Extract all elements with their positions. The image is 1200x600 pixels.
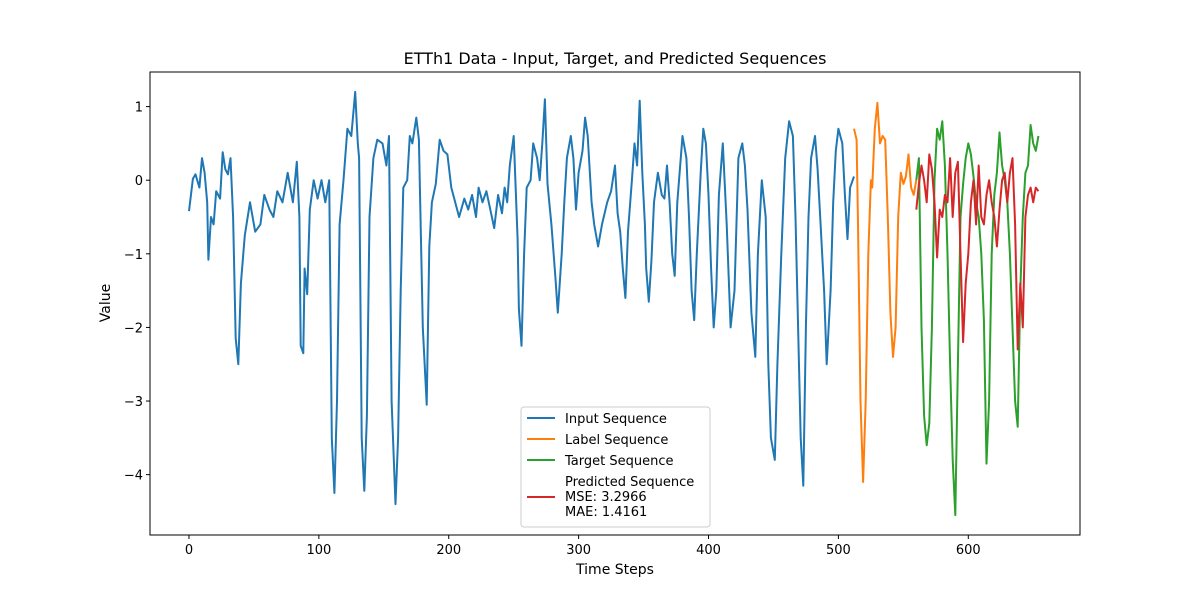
x-tick-label: 500	[826, 543, 851, 558]
x-tick-label: 300	[566, 543, 591, 558]
y-axis: 1 0 −1 −2 −3 −4	[124, 101, 150, 484]
x-axis: 0 100 200 300 400 500 600	[185, 535, 981, 558]
x-axis-label: Time Steps	[575, 562, 654, 578]
legend: Input Sequence Label Sequence Target Seque…	[520, 406, 711, 528]
y-tick-label: 0	[135, 174, 143, 189]
y-tick-label: −2	[124, 321, 143, 336]
plot-area	[149, 71, 1081, 536]
legend-box	[520, 406, 711, 528]
y-tick-label: 1	[135, 101, 143, 116]
y-tick-label: −4	[124, 469, 143, 484]
legend-label: Input Sequence	[565, 412, 667, 427]
legend-label: Predicted Sequence MSE: 3.2966 MAE: 1.4161	[565, 475, 694, 520]
y-axis-label: Value	[98, 284, 114, 322]
series-line-4	[915, 153, 1040, 351]
x-tick-label: 0	[185, 543, 193, 558]
x-tick-label: 400	[696, 543, 721, 558]
x-tick-label: 200	[436, 543, 461, 558]
y-tick-label: −3	[124, 395, 143, 410]
x-tick-label: 600	[956, 543, 981, 558]
chart-title: ETTh1 Data - Input, Target, and Predicte…	[404, 49, 827, 68]
series-lines	[188, 90, 1040, 517]
series-line-2	[853, 101, 918, 483]
x-tick-label: 100	[306, 543, 331, 558]
y-tick-label: −1	[124, 248, 143, 263]
plot-frame	[149, 71, 1081, 536]
legend-label: Target Sequence	[564, 454, 673, 469]
legend-label: Label Sequence	[565, 433, 668, 448]
series-line-1	[188, 90, 855, 506]
